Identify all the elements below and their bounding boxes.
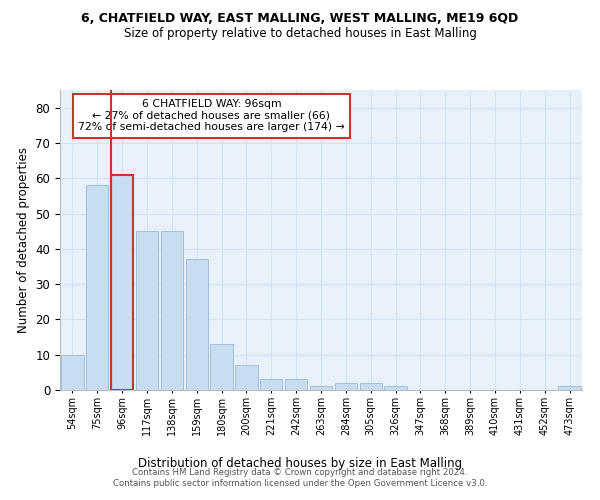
Bar [559,386,581,390]
Bar [61,354,83,390]
Bar [111,174,133,390]
Text: Contains HM Land Registry data © Crown copyright and database right 2024.
Contai: Contains HM Land Registry data © Crown c… [113,468,487,487]
Bar [385,386,407,390]
Bar [235,366,257,390]
Bar [185,260,208,390]
Bar [285,380,307,390]
Text: 6, CHATFIELD WAY, EAST MALLING, WEST MALLING, ME19 6QD: 6, CHATFIELD WAY, EAST MALLING, WEST MAL… [82,12,518,26]
Bar [136,231,158,390]
Bar [211,344,233,390]
Bar [86,186,109,390]
Bar [260,380,283,390]
Text: Size of property relative to detached houses in East Malling: Size of property relative to detached ho… [124,28,476,40]
Bar [359,383,382,390]
Bar [161,231,183,390]
Text: Distribution of detached houses by size in East Malling: Distribution of detached houses by size … [138,458,462,470]
Bar [310,386,332,390]
Bar [335,383,357,390]
Y-axis label: Number of detached properties: Number of detached properties [17,147,30,333]
Text: 6 CHATFIELD WAY: 96sqm
← 27% of detached houses are smaller (66)
72% of semi-det: 6 CHATFIELD WAY: 96sqm ← 27% of detached… [78,99,345,132]
